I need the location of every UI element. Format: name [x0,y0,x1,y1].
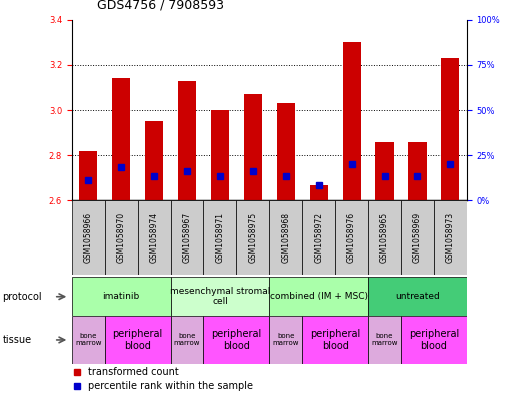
Text: tissue: tissue [3,335,32,345]
Text: bone
marrow: bone marrow [371,333,398,347]
Text: GDS4756 / 7908593: GDS4756 / 7908593 [97,0,225,12]
Bar [269,277,368,316]
Text: peripheral
blood: peripheral blood [211,329,262,351]
Bar [204,200,236,275]
Bar [269,316,302,364]
Bar [170,316,204,364]
Text: bone
marrow: bone marrow [75,333,102,347]
Text: GSM1058966: GSM1058966 [84,212,93,263]
Bar [112,78,130,200]
Bar [343,42,361,200]
Text: bone
marrow: bone marrow [174,333,200,347]
Bar [277,103,295,200]
Bar [401,316,467,364]
Bar [79,151,97,200]
Bar [72,316,105,364]
Text: imatinib: imatinib [103,292,140,301]
Text: untreated: untreated [395,292,440,301]
Text: GSM1058974: GSM1058974 [150,212,159,263]
Text: GSM1058972: GSM1058972 [314,212,323,263]
Text: peripheral
blood: peripheral blood [310,329,360,351]
Text: combined (IM + MSC): combined (IM + MSC) [270,292,368,301]
Bar [178,81,196,200]
Bar [72,200,105,275]
Bar [170,200,204,275]
Bar [244,94,262,200]
Text: percentile rank within the sample: percentile rank within the sample [88,381,253,391]
Bar [145,121,163,200]
Bar [302,316,368,364]
Bar [211,110,229,200]
Bar [269,200,302,275]
Text: peripheral
blood: peripheral blood [112,329,163,351]
Text: GSM1058970: GSM1058970 [116,212,126,263]
Text: transformed count: transformed count [88,367,179,377]
Bar [302,200,335,275]
Text: GSM1058968: GSM1058968 [281,212,290,263]
Bar [137,200,170,275]
Text: GSM1058965: GSM1058965 [380,212,389,263]
Text: GSM1058973: GSM1058973 [446,212,455,263]
Text: protocol: protocol [3,292,42,302]
Bar [105,200,137,275]
Bar [204,316,269,364]
Bar [236,200,269,275]
Text: GSM1058975: GSM1058975 [248,212,258,263]
Bar [434,200,467,275]
Bar [368,316,401,364]
Bar [441,58,460,200]
Bar [335,200,368,275]
Bar [408,141,426,200]
Text: GSM1058967: GSM1058967 [183,212,191,263]
Bar [170,277,269,316]
Bar [368,200,401,275]
Bar [401,200,434,275]
Text: mesenchymal stromal
cell: mesenchymal stromal cell [170,287,270,307]
Text: GSM1058976: GSM1058976 [347,212,356,263]
Bar [368,277,467,316]
Bar [72,277,170,316]
Text: peripheral
blood: peripheral blood [409,329,459,351]
Bar [310,185,328,200]
Text: GSM1058969: GSM1058969 [413,212,422,263]
Text: bone
marrow: bone marrow [272,333,299,347]
Bar [376,141,393,200]
Bar [105,316,170,364]
Text: GSM1058971: GSM1058971 [215,212,225,263]
